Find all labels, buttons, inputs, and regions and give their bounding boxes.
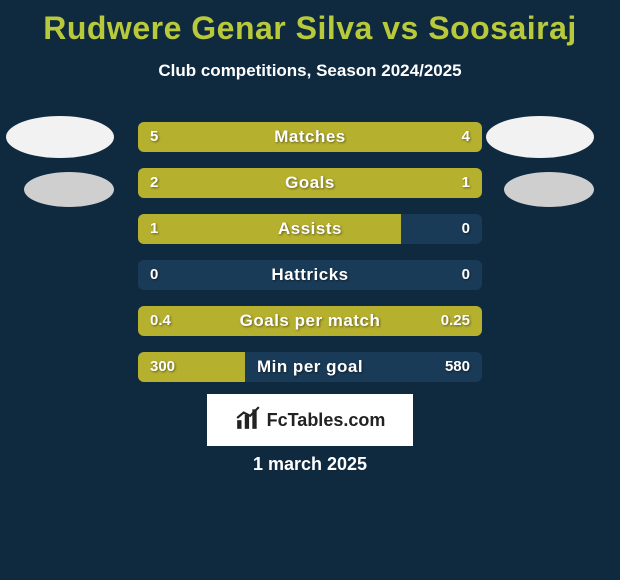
date-label: 1 march 2025 xyxy=(0,454,620,475)
stat-row: 0Hattricks0 xyxy=(138,260,482,290)
comparison-card: Rudwere Genar Silva vs Soosairaj Club co… xyxy=(0,0,620,580)
brand-badge: FcTables.com xyxy=(207,394,413,446)
stat-value-right: 0 xyxy=(462,260,470,290)
subtitle: Club competitions, Season 2024/2025 xyxy=(0,61,620,81)
stat-label: Hattricks xyxy=(138,260,482,290)
stat-row: 5Matches4 xyxy=(138,122,482,152)
stat-row: 300Min per goal580 xyxy=(138,352,482,382)
brand-text: FcTables.com xyxy=(267,410,386,431)
player-left-avatar-top xyxy=(6,116,114,158)
player-left-avatar-bottom xyxy=(24,172,114,207)
stat-value-right: 1 xyxy=(462,168,470,198)
stat-label: Goals xyxy=(138,168,482,198)
stat-value-right: 0.25 xyxy=(441,306,470,336)
stat-label: Matches xyxy=(138,122,482,152)
chart-icon xyxy=(235,405,261,436)
stat-row: 0.4Goals per match0.25 xyxy=(138,306,482,336)
stats-container: 5Matches42Goals11Assists00Hattricks00.4G… xyxy=(138,122,482,398)
stat-row: 2Goals1 xyxy=(138,168,482,198)
stat-label: Goals per match xyxy=(138,306,482,336)
page-title: Rudwere Genar Silva vs Soosairaj xyxy=(0,0,620,47)
player-right-avatar-top xyxy=(486,116,594,158)
stat-value-right: 0 xyxy=(462,214,470,244)
stat-label: Min per goal xyxy=(138,352,482,382)
stat-label: Assists xyxy=(138,214,482,244)
stat-value-right: 580 xyxy=(445,352,470,382)
player-right-avatar-bottom xyxy=(504,172,594,207)
stat-value-right: 4 xyxy=(462,122,470,152)
stat-row: 1Assists0 xyxy=(138,214,482,244)
